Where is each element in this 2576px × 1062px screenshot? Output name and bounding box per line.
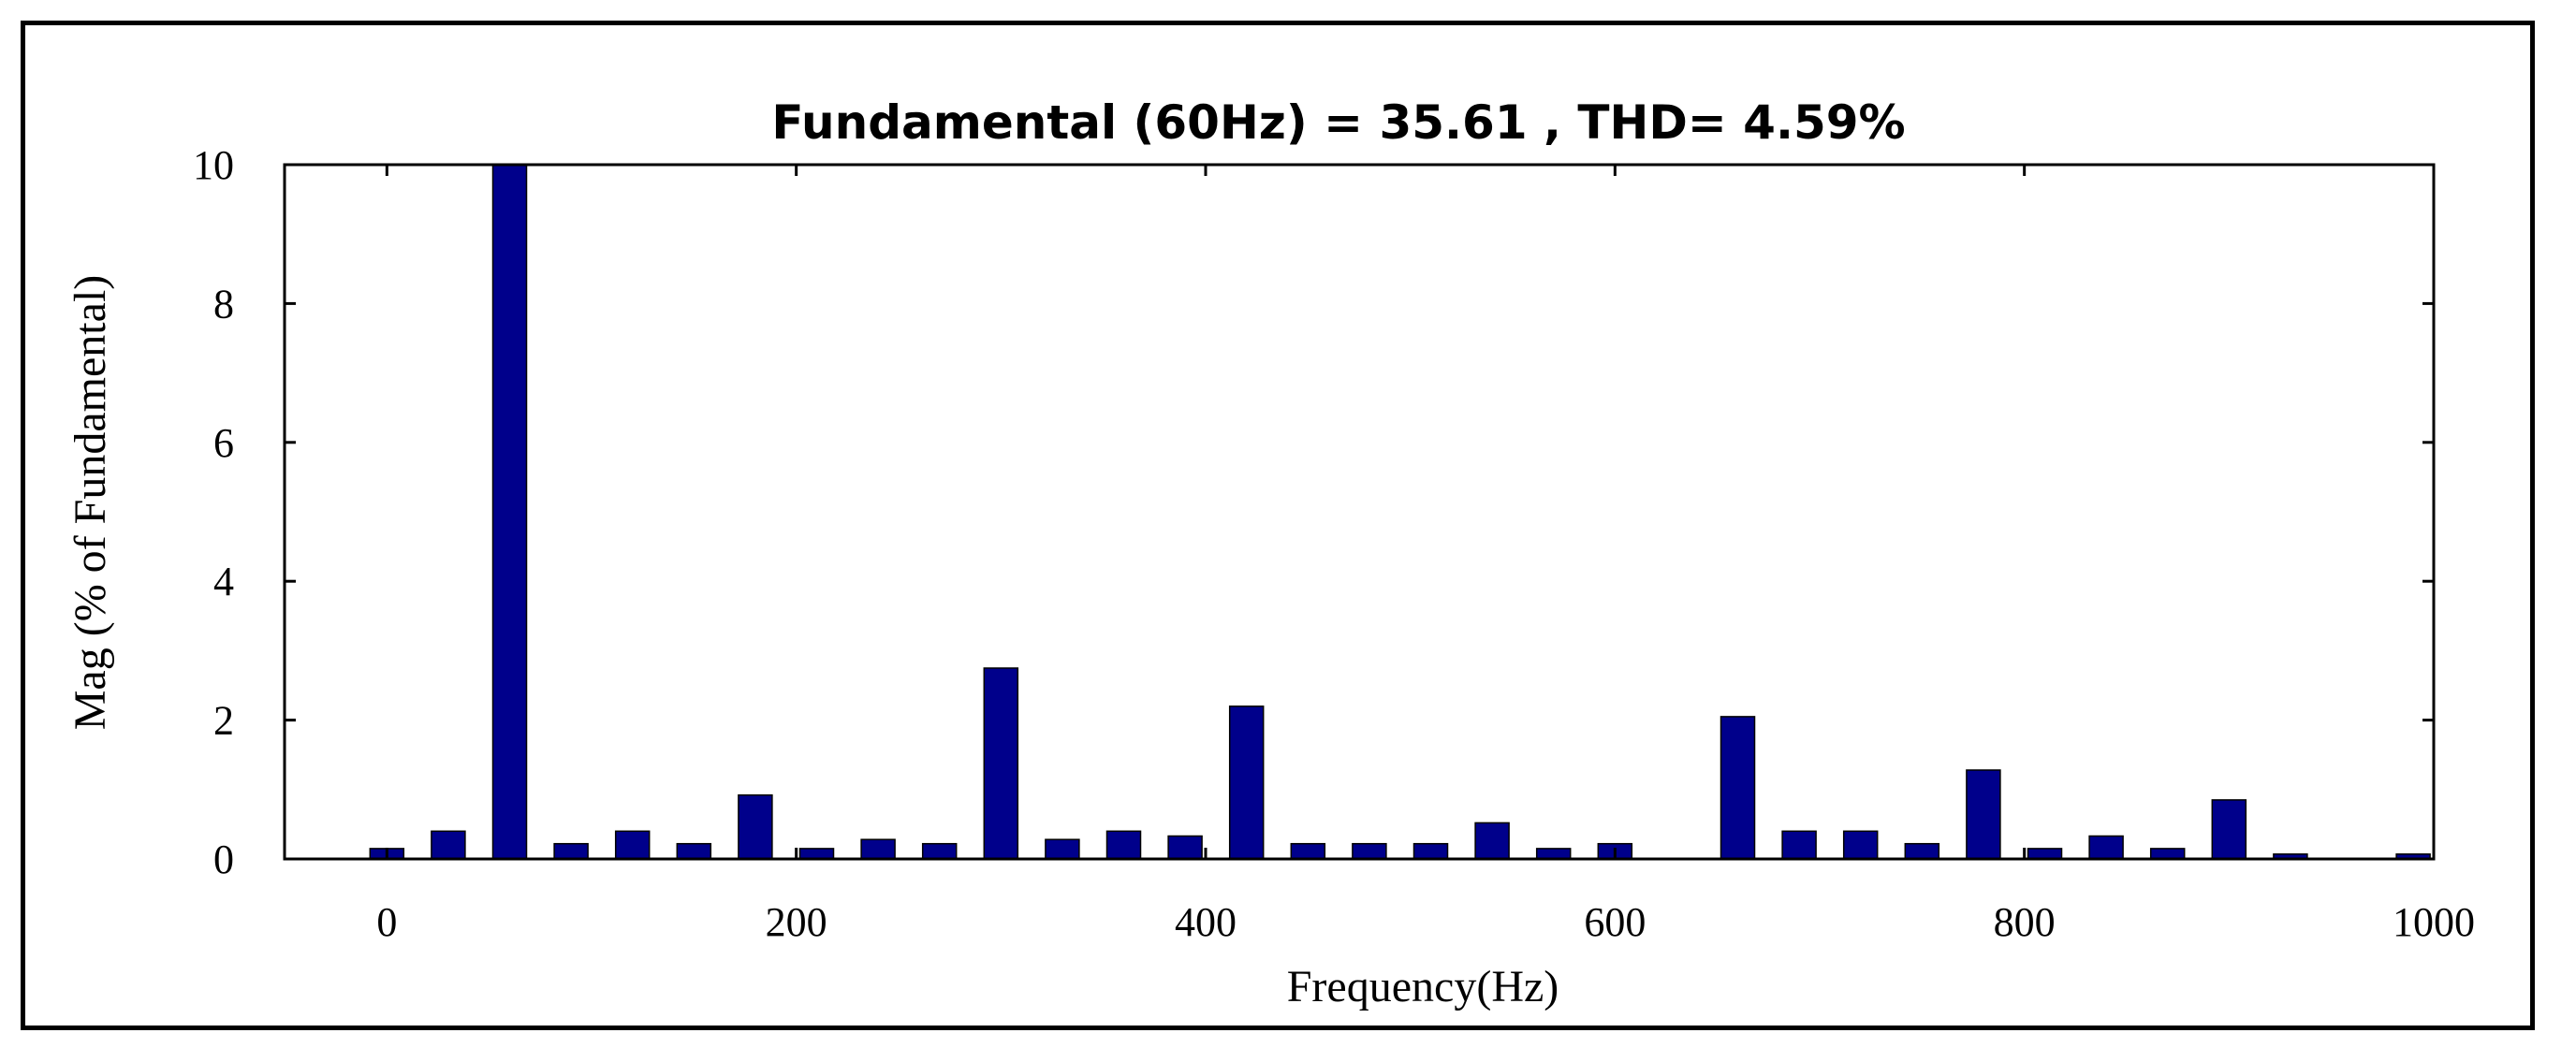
- x-tick-label: 600: [1584, 899, 1646, 945]
- bar-150hz: [676, 842, 712, 860]
- bar-540hz: [1474, 822, 1510, 860]
- x-tick-label: 0: [376, 899, 397, 945]
- y-tick-label: 10: [193, 142, 234, 188]
- plot-area-border: [283, 163, 2436, 861]
- bar-120hz: [614, 830, 651, 860]
- bar-900hz: [2211, 799, 2247, 860]
- bar-570hz: [1535, 848, 1572, 860]
- bar-60hz: [491, 164, 528, 860]
- x-axis-label: Frequency(Hz): [1287, 962, 1559, 1011]
- bar-510hz: [1412, 842, 1449, 860]
- y-tick-label: 0: [213, 837, 234, 882]
- figure-frame: [21, 21, 2535, 1030]
- bar-360hz: [1105, 830, 1142, 860]
- bar-750hz: [1904, 842, 1940, 860]
- y-axis-label: Mag (% of Fundamental): [66, 275, 115, 731]
- bar-840hz: [2088, 835, 2124, 860]
- bar-270hz: [921, 842, 958, 860]
- bars-group: [369, 164, 2431, 860]
- bar-810hz: [2027, 848, 2063, 860]
- chart-title: Fundamental (60Hz) = 35.61 , THD= 4.59%: [771, 95, 1905, 150]
- bar-240hz: [860, 838, 896, 860]
- y-tick-label: 2: [213, 698, 234, 744]
- x-tick-label: 200: [766, 899, 827, 945]
- bar-90hz: [553, 842, 589, 860]
- bar-330hz: [1045, 838, 1080, 860]
- x-tick-label: 800: [1994, 899, 2056, 945]
- y-tick-label: 6: [213, 420, 234, 466]
- bar-390hz: [1167, 835, 1203, 860]
- bar-720hz: [1842, 830, 1879, 860]
- y-tick-label: 4: [213, 559, 234, 604]
- x-tick-label: 400: [1175, 899, 1237, 945]
- bar-660hz: [1720, 716, 1756, 860]
- y-tick-label: 8: [213, 281, 234, 327]
- x-tick-label: 1000: [2393, 899, 2475, 945]
- bar-30hz: [431, 830, 466, 860]
- bar-450hz: [1290, 842, 1326, 860]
- bar-690hz: [1781, 830, 1817, 860]
- bar-210hz: [798, 848, 835, 860]
- bar-480hz: [1352, 842, 1387, 860]
- ticks-group: 0 200 400 600 800 1000 0 2 4 6 8 10: [193, 142, 2475, 945]
- bar-180hz: [738, 793, 773, 860]
- bar-300hz: [983, 667, 1019, 860]
- bar-780hz: [1966, 769, 2001, 860]
- bar-420hz: [1228, 706, 1265, 860]
- bar-870hz: [2149, 848, 2186, 860]
